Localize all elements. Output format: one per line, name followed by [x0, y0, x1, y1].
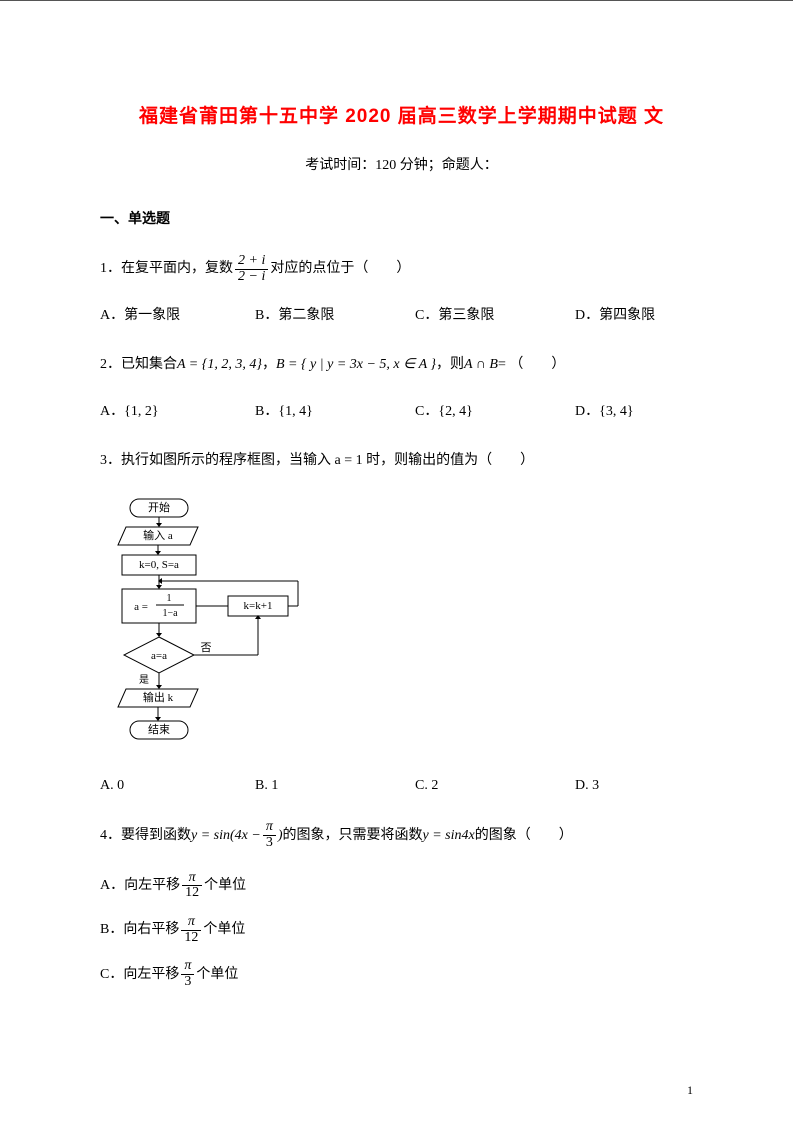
q4-fn1-frac: π 3 [263, 820, 276, 850]
q4-opt-c-post: 个单位 [196, 960, 238, 989]
q4-fn1-a: y = sin(4x − [191, 821, 261, 850]
question-2: 2．已知集合 A = {1, 2, 3, 4} ， B = { y | y = … [100, 350, 703, 379]
q4-opt-a-post: 个单位 [204, 871, 246, 900]
q2-set-b: B = { y | y = 3x − 5, x ∈ A } [276, 350, 436, 379]
exam-title: 福建省莆田第十五中学 2020 届高三数学上学期期中试题 文 [100, 101, 703, 128]
q2-options: A．{1, 2} B．{1, 4} C．{2, 4} D．{3, 4} [100, 400, 703, 420]
q1-option-b: B．第二象限 [255, 304, 415, 324]
q2-set-a: A = {1, 2, 3, 4} [177, 350, 262, 379]
q3-option-b: B. 1 [255, 778, 415, 794]
q3-options: A. 0 B. 1 C. 2 D. 3 [100, 778, 703, 794]
q2-option-b: B．{1, 4} [255, 400, 415, 420]
flow-assign-num: 1 [167, 593, 172, 604]
q1-fraction: 2 + i 2 − i [235, 254, 268, 284]
q4-opt-b-frac: π 12 [181, 915, 201, 945]
q1-options: A．第一象限 B．第二象限 C．第三象限 D．第四象限 [100, 304, 703, 324]
q2-opt-c-pre: C． [415, 404, 438, 419]
flow-assign-pre: a = [134, 601, 148, 613]
exam-subtitle: 考试时间：120 分钟；命题人： [100, 154, 703, 174]
q2-opt-a-set: {1, 2} [124, 404, 158, 419]
q2-text-c: ，则 [436, 350, 464, 379]
q4-opt-c-pre: C．向左平移 [100, 960, 179, 989]
q3-option-a: A. 0 [100, 778, 255, 794]
q1-frac-den: 2 − i [235, 270, 268, 285]
flow-end: 结束 [148, 723, 170, 736]
q4-opt-a-num: π [182, 871, 202, 887]
flow-inc: k=k+1 [244, 600, 273, 612]
question-1: 1．在复平面内，复数 2 + i 2 − i 对应的点位于（ ） [100, 254, 703, 284]
q2-option-a: A．{1, 2} [100, 400, 255, 420]
flow-out: 输出 k [143, 690, 174, 704]
q4-pre: 4．要得到函数 [100, 821, 191, 850]
q3-option-c: C. 2 [415, 778, 575, 794]
q4-option-a: A．向左平移 π 12 个单位 [100, 871, 703, 901]
flow-cond: a=a [151, 650, 167, 662]
q4-opt-c-frac: π 3 [181, 959, 194, 989]
q2-text-a: 2．已知集合 [100, 350, 177, 379]
q2-option-c: C．{2, 4} [415, 400, 575, 420]
q1-option-a: A．第一象限 [100, 304, 255, 324]
q1-option-d: D．第四象限 [575, 304, 655, 324]
q4-opt-b-pre: B．向右平移 [100, 915, 179, 944]
section-heading: 一、单选题 [100, 208, 703, 228]
q1-option-c: C．第三象限 [415, 304, 575, 324]
flow-input: 输入 a [143, 528, 173, 542]
q1-frac-num: 2 + i [235, 254, 268, 270]
flowchart-svg: 开始 输入 a k=0, S=a a = 1 1−a [100, 495, 310, 755]
exam-page: 福建省莆田第十五中学 2020 届高三数学上学期期中试题 文 考试时间：120 … [0, 0, 793, 1122]
question-4: 4．要得到函数 y = sin(4x − π 3 ) 的图象，只需要将函数 y … [100, 820, 703, 850]
q2-opt-a-pre: A． [100, 404, 124, 419]
q3-option-d: D. 3 [575, 778, 599, 794]
q4-opt-a-frac: π 12 [182, 871, 202, 901]
flowchart: 开始 输入 a k=0, S=a a = 1 1−a [100, 495, 703, 760]
flow-assign-den: 1−a [162, 608, 178, 619]
q4-fn1-num: π [263, 820, 276, 836]
q2-text-d: = （ ） [498, 350, 565, 379]
q4-opt-b-num: π [181, 915, 201, 931]
q4-option-c: C．向左平移 π 3 个单位 [100, 959, 703, 989]
q2-opt-d-pre: D． [575, 404, 599, 419]
q4-option-b: B．向右平移 π 12 个单位 [100, 915, 703, 945]
q4-opt-b-den: 12 [181, 931, 201, 946]
page-number: 1 [687, 1083, 693, 1098]
q2-text-b: ， [262, 350, 276, 379]
question-3: 3．执行如图所示的程序框图，当输入 a = 1 时，则输出的值为（ ） [100, 446, 703, 475]
q4-mid: 的图象，只需要将函数 [283, 821, 423, 850]
q4-opt-a-pre: A．向左平移 [100, 871, 180, 900]
q2-opt-b-pre: B． [255, 404, 278, 419]
q1-post: 对应的点位于（ ） [270, 254, 410, 283]
flow-no: 否 [201, 642, 212, 654]
q4-post: 的图象（ ） [475, 821, 573, 850]
q2-opt-c-set: {2, 4} [438, 404, 472, 419]
q1-pre: 1．在复平面内，复数 [100, 254, 233, 283]
q4-opt-a-den: 12 [182, 886, 202, 901]
q2-opt-d-set: {3, 4} [599, 404, 633, 419]
q2-option-d: D．{3, 4} [575, 400, 634, 420]
flow-init: k=0, S=a [139, 559, 179, 571]
flow-start: 开始 [148, 500, 170, 514]
q2-opt-b-set: {1, 4} [278, 404, 312, 419]
q4-fn2: y = sin4x [423, 821, 475, 850]
q4-fn1-den: 3 [263, 836, 276, 851]
q2-intersection: A ∩ B [464, 350, 498, 379]
q4-opt-c-num: π [181, 959, 194, 975]
q4-opt-c-den: 3 [181, 975, 194, 990]
q4-opt-b-post: 个单位 [203, 915, 245, 944]
flow-yes: 是 [139, 674, 149, 686]
